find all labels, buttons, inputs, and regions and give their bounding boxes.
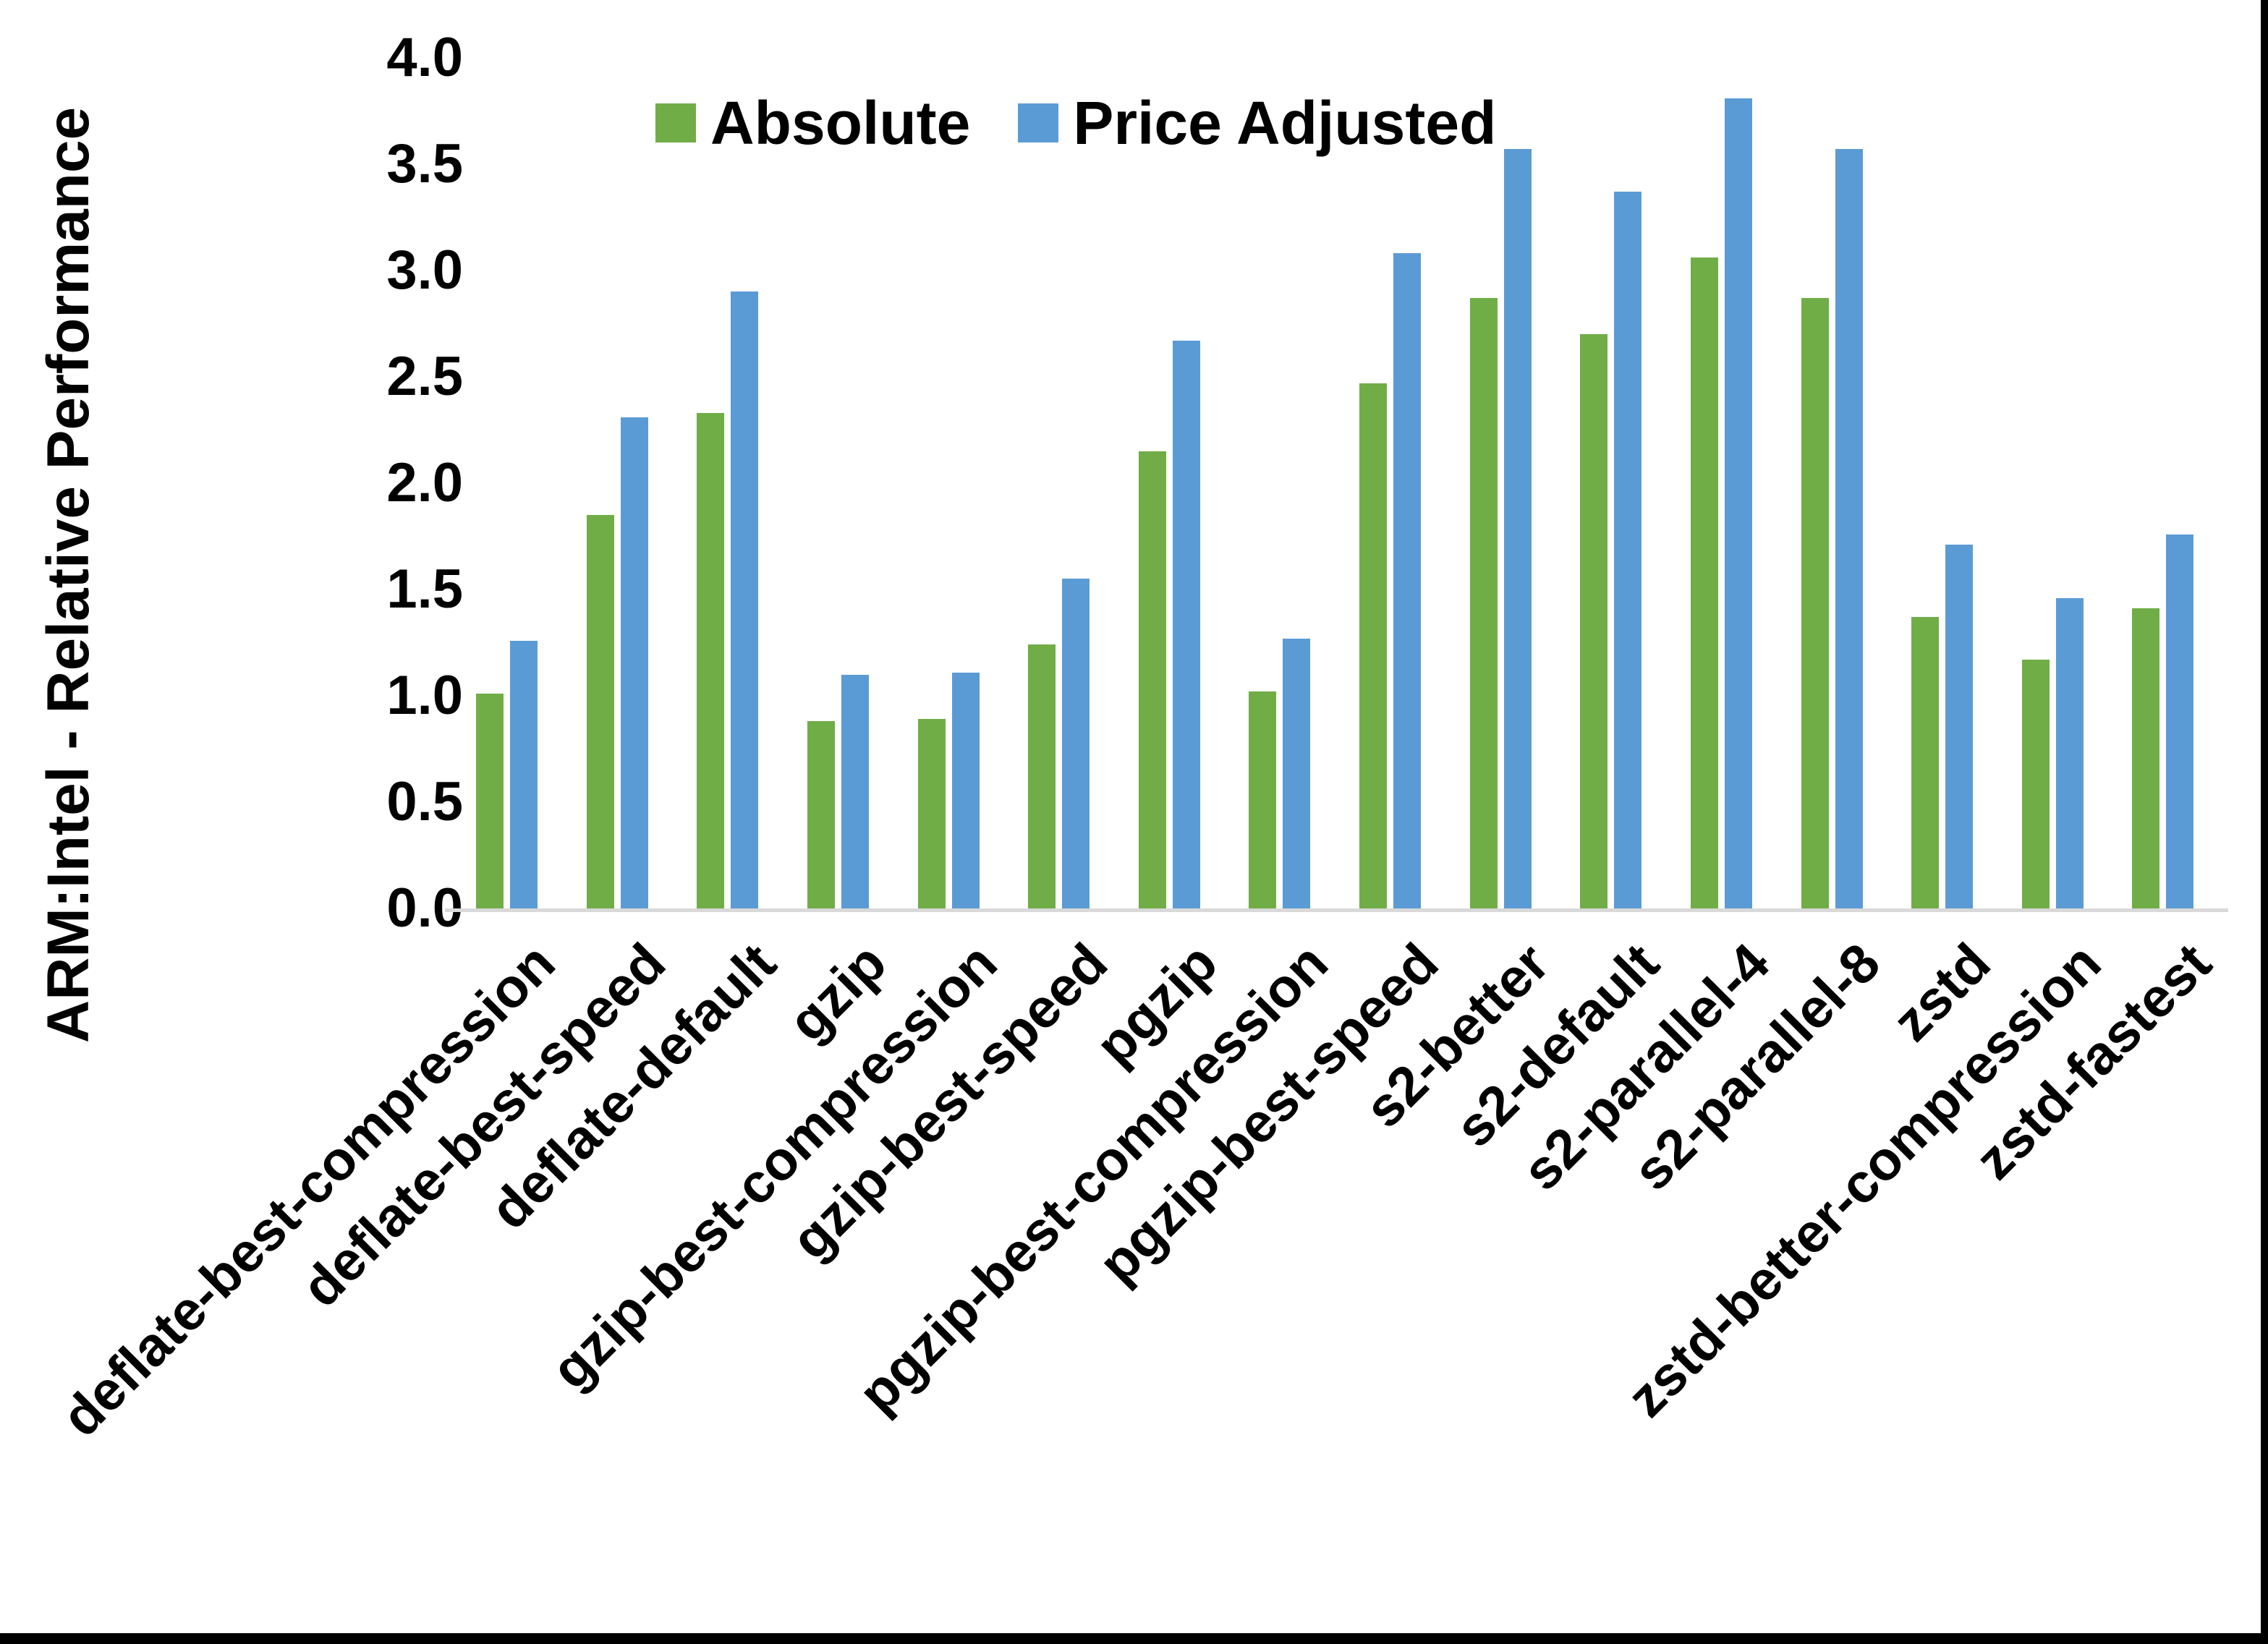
bar-price-adjusted-s2-parallel-4 [1724, 98, 1752, 908]
bar-absolute-gzip-best-speed [1028, 644, 1056, 908]
bar-price-adjusted-deflate-best-compression [510, 640, 538, 908]
bar-price-adjusted-pgzip-best-compression [1283, 638, 1311, 908]
bar-absolute-deflate-default [697, 412, 725, 908]
legend-swatch-absolute [655, 103, 696, 142]
bar-price-adjusted-gzip-best-speed [1062, 579, 1090, 908]
bar-price-adjusted-pgzip [1172, 341, 1200, 908]
y-tick-label: 1.5 [386, 558, 463, 620]
y-tick-label: 3.5 [386, 133, 463, 195]
bar-absolute-pgzip-best-speed [1359, 383, 1387, 908]
y-tick-label: 2.5 [386, 346, 463, 407]
y-tick-label: 0.0 [386, 877, 463, 939]
y-axis-title: ARM:Intel - Relative Performance [35, 106, 101, 1044]
legend: Absolute Price Adjusted [655, 93, 1496, 153]
bar-absolute-zstd [1911, 617, 1940, 908]
bar-absolute-s2-default [1580, 334, 1608, 908]
bar-absolute-zstd-better-compression [2021, 660, 2050, 908]
plot-area [450, 58, 2217, 908]
y-tick-label: 2.0 [386, 452, 463, 514]
bar-price-adjusted-zstd [1945, 545, 1974, 908]
bar-price-adjusted-zstd-fastest [2166, 534, 2194, 908]
x-axis-line [445, 908, 2228, 912]
y-tick-label: 4.0 [386, 27, 463, 88]
bar-price-adjusted-deflate-default [731, 291, 759, 908]
bar-absolute-s2-parallel-4 [1690, 257, 1718, 908]
bar-price-adjusted-gzip [841, 674, 869, 908]
legend-label-price-adjusted: Price Adjusted [1073, 89, 1497, 157]
y-tick-label: 0.5 [386, 771, 463, 832]
bar-absolute-gzip-best-compression [917, 719, 946, 908]
legend-label-absolute: Absolute [710, 89, 971, 157]
bar-price-adjusted-s2-parallel-8 [1835, 149, 1863, 908]
y-tick-label: 3.0 [386, 239, 463, 301]
bar-price-adjusted-s2-better [1503, 149, 1532, 908]
bar-price-adjusted-pgzip-best-speed [1393, 253, 1421, 908]
bar-absolute-deflate-best-speed [586, 515, 614, 908]
bar-price-adjusted-gzip-best-compression [951, 672, 980, 908]
bar-price-adjusted-s2-default [1614, 192, 1642, 908]
bar-absolute-pgzip-best-compression [1249, 691, 1277, 908]
bar-price-adjusted-zstd-better-compression [2055, 597, 2084, 908]
bar-absolute-gzip [807, 721, 835, 908]
legend-swatch-price-adjusted [1018, 103, 1059, 142]
bar-absolute-pgzip [1138, 451, 1166, 908]
bar-absolute-s2-better [1469, 298, 1498, 908]
bar-price-adjusted-deflate-best-speed [620, 417, 648, 908]
y-tick-label: 1.0 [386, 665, 463, 726]
bar-absolute-zstd-fastest [2132, 608, 2160, 908]
bar-absolute-deflate-best-compression [476, 694, 504, 908]
bar-absolute-s2-parallel-8 [1801, 298, 1829, 908]
